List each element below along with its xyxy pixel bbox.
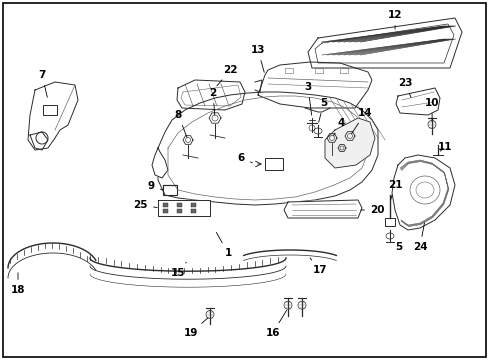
Text: 23: 23 — [397, 78, 412, 98]
Text: 22: 22 — [216, 65, 238, 86]
Text: 21: 21 — [387, 180, 402, 199]
Text: 4: 4 — [333, 118, 345, 136]
Text: 20: 20 — [360, 205, 384, 215]
Bar — [191, 203, 196, 207]
Text: 7: 7 — [38, 70, 47, 97]
Text: 5: 5 — [318, 98, 326, 122]
Polygon shape — [158, 92, 377, 205]
Text: 24: 24 — [412, 223, 427, 252]
Polygon shape — [258, 62, 371, 108]
Polygon shape — [325, 118, 374, 168]
Bar — [339, 68, 347, 73]
Bar — [177, 209, 182, 213]
Text: 6: 6 — [237, 153, 252, 163]
Text: 3: 3 — [304, 82, 311, 115]
Text: 1: 1 — [216, 233, 231, 258]
Text: 19: 19 — [183, 318, 207, 338]
Bar — [163, 185, 177, 195]
Polygon shape — [158, 200, 209, 216]
Bar — [43, 105, 57, 115]
Text: 12: 12 — [387, 10, 402, 29]
Text: 10: 10 — [424, 98, 439, 121]
Text: 13: 13 — [250, 45, 264, 72]
Text: 14: 14 — [351, 108, 372, 134]
Bar — [163, 203, 168, 207]
Text: 5: 5 — [394, 242, 402, 252]
Text: 11: 11 — [437, 142, 451, 152]
Bar — [163, 209, 168, 213]
Text: 18: 18 — [11, 273, 25, 295]
Bar — [191, 209, 196, 213]
Polygon shape — [391, 155, 454, 230]
Text: 8: 8 — [174, 110, 186, 138]
Bar — [285, 68, 292, 73]
Polygon shape — [284, 200, 361, 218]
Polygon shape — [177, 80, 244, 110]
Bar — [177, 203, 182, 207]
Bar — [264, 158, 283, 170]
Polygon shape — [395, 88, 439, 115]
Polygon shape — [307, 18, 461, 68]
Text: 2: 2 — [209, 88, 216, 115]
Polygon shape — [28, 82, 78, 150]
Text: 25: 25 — [133, 200, 157, 210]
Text: 17: 17 — [309, 258, 326, 275]
Polygon shape — [152, 148, 168, 178]
Text: 15: 15 — [170, 262, 186, 278]
Text: 16: 16 — [265, 310, 286, 338]
Text: 9: 9 — [147, 181, 163, 191]
Bar — [314, 68, 323, 73]
Bar — [384, 218, 394, 226]
